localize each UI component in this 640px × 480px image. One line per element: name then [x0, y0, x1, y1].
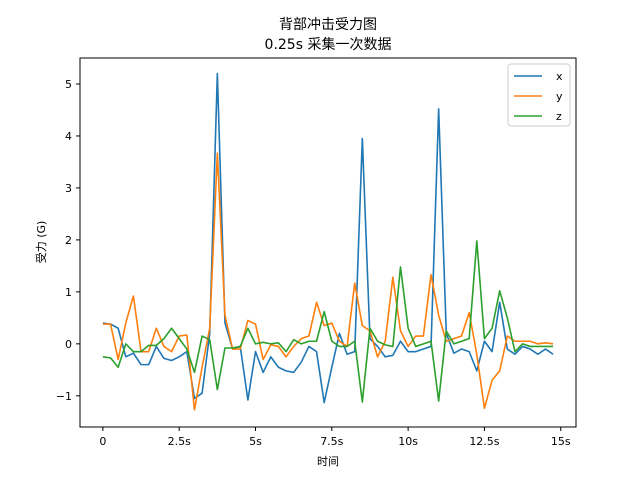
x-tick-label: 15s	[551, 435, 571, 448]
x-tick-label: 7.5s	[320, 435, 343, 448]
legend-label-z: z	[556, 110, 562, 123]
x-tick-label: 2.5s	[168, 435, 191, 448]
chart-title-line2: 0.25s 采集一次数据	[265, 36, 392, 53]
legend-label-y: y	[556, 90, 563, 103]
y-tick-label: 0	[65, 338, 72, 351]
x-tick-label: 0	[99, 435, 106, 448]
y-tick-label: 5	[65, 78, 72, 91]
x-axis-label: 时间	[317, 455, 339, 468]
x-tick-label: 10s	[398, 435, 418, 448]
x-tick-label: 5s	[249, 435, 262, 448]
series-line-x	[102, 72, 554, 404]
y-tick-label: 4	[65, 130, 72, 143]
y-tick-label: 1	[65, 286, 72, 299]
y-tick-label: 3	[65, 182, 72, 195]
y-axis-ticks: −1 0 1 2 3 4 5	[56, 78, 80, 403]
plot-area	[102, 72, 554, 411]
y-tick-label: 2	[65, 234, 72, 247]
legend-label-x: x	[556, 70, 563, 83]
axes-frame	[79, 57, 577, 428]
y-axis-label: 受力 (G)	[35, 221, 48, 264]
series-line-z	[102, 240, 554, 403]
legend: xyz	[507, 63, 571, 127]
x-axis-ticks: 0 2.5s 5s 7.5s 10s 12.5s 15s	[99, 427, 571, 448]
x-tick-label: 12.5s	[469, 435, 499, 448]
chart-title-line1: 背部冲击受力图	[279, 17, 377, 33]
y-tick-label: −1	[56, 390, 72, 403]
series-line-y	[102, 152, 554, 411]
legend-box	[507, 63, 571, 127]
